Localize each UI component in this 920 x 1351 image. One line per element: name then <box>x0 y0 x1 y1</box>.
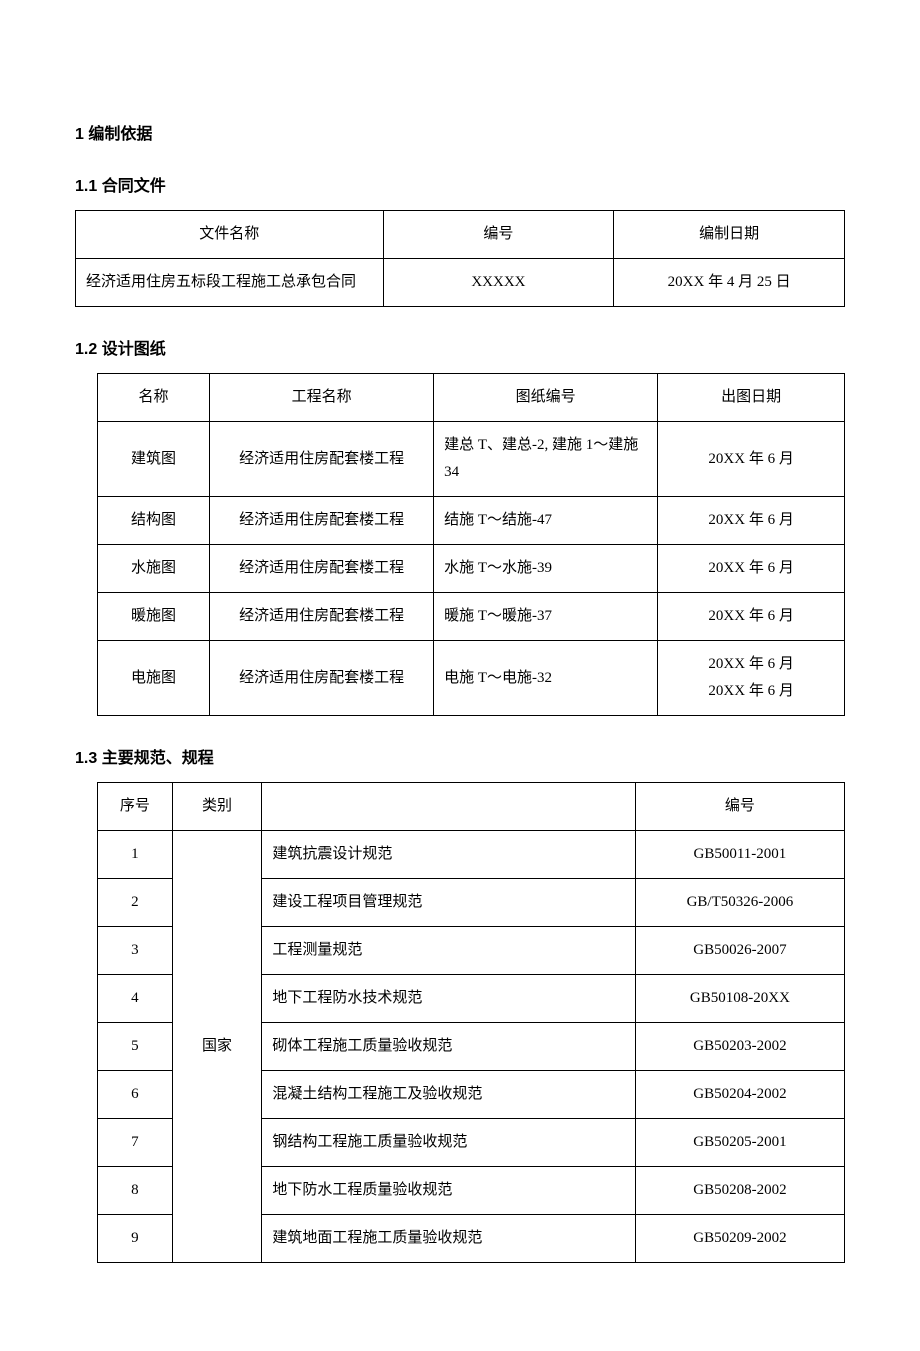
table-cell: GB50205-2001 <box>635 1119 844 1167</box>
table-row: 结构图 经济适用住房配套楼工程 结施 T～结施-47 20XX 年 6 月 <box>98 497 845 545</box>
table-cell: 7 <box>98 1119 173 1167</box>
table-row: 1 国家 建筑抗震设计规范 GB50011-2001 <box>98 831 845 879</box>
table-cell: 经济适用住房配套楼工程 <box>210 593 434 641</box>
table-cell: 工程测量规范 <box>262 927 636 975</box>
heading-section-1-3: 1.3 主要规范、规程 <box>75 744 845 768</box>
table-cell: 钢结构工程施工质量验收规范 <box>262 1119 636 1167</box>
drawings-table: 名称 工程名称 图纸编号 出图日期 建筑图 经济适用住房配套楼工程 建总 T、建… <box>97 373 845 716</box>
header-cell: 序号 <box>98 783 173 831</box>
table-cell: 经济适用住房配套楼工程 <box>210 641 434 716</box>
table-cell: 地下工程防水技术规范 <box>262 975 636 1023</box>
table-cell: 建筑地面工程施工质量验收规范 <box>262 1215 636 1263</box>
header-cell: 编号 <box>635 783 844 831</box>
table-cell: 6 <box>98 1071 173 1119</box>
table-cell: 8 <box>98 1167 173 1215</box>
table-cell: 经济适用住房配套楼工程 <box>210 422 434 497</box>
table-cell: GB50011-2001 <box>635 831 844 879</box>
header-cell: 工程名称 <box>210 374 434 422</box>
table-header-row: 文件名称 编号 编制日期 <box>76 211 845 259</box>
table-cell: 1 <box>98 831 173 879</box>
category-cell: 国家 <box>172 831 262 1263</box>
table-cell: 暖施图 <box>98 593 210 641</box>
table-cell: 20XX 年 6 月 <box>658 593 845 641</box>
standards-table: 序号 类别 编号 1 国家 建筑抗震设计规范 GB50011-2001 2 建设… <box>97 782 845 1263</box>
table-cell: 暖施 T～暖施-37 <box>434 593 658 641</box>
table-cell: 建筑图 <box>98 422 210 497</box>
table-cell: 水施 T～水施-39 <box>434 545 658 593</box>
table-cell: GB50204-2002 <box>635 1071 844 1119</box>
table-cell: 5 <box>98 1023 173 1071</box>
table-cell: 经济适用住房配套楼工程 <box>210 497 434 545</box>
table-cell: 结构图 <box>98 497 210 545</box>
table-row: 水施图 经济适用住房配套楼工程 水施 T～水施-39 20XX 年 6 月 <box>98 545 845 593</box>
heading-1: 1 编制依据 <box>75 120 845 144</box>
table-cell: 建总 T、建总-2, 建施 1～建施 34 <box>434 422 658 497</box>
table-cell: GB50208-2002 <box>635 1167 844 1215</box>
table-cell: 3 <box>98 927 173 975</box>
header-cell: 编制日期 <box>614 211 845 259</box>
table-cell: 电施 T～电施-32 <box>434 641 658 716</box>
table-cell: 9 <box>98 1215 173 1263</box>
table-cell: 4 <box>98 975 173 1023</box>
header-cell: 编号 <box>383 211 614 259</box>
table-cell: 2 <box>98 879 173 927</box>
table-cell: XXXXX <box>383 259 614 307</box>
table-row: 经济适用住房五标段工程施工总承包合同 XXXXX 20XX 年 4 月 25 日 <box>76 259 845 307</box>
table-cell: 20XX 年 6 月 20XX 年 6 月 <box>658 641 845 716</box>
table-cell: 20XX 年 4 月 25 日 <box>614 259 845 307</box>
table-row: 建筑图 经济适用住房配套楼工程 建总 T、建总-2, 建施 1～建施 34 20… <box>98 422 845 497</box>
table-header-row: 序号 类别 编号 <box>98 783 845 831</box>
table-cell: 水施图 <box>98 545 210 593</box>
table-cell: 经济适用住房配套楼工程 <box>210 545 434 593</box>
heading-section-1-2: 1.2 设计图纸 <box>75 335 845 359</box>
table-cell: 20XX 年 6 月 <box>658 545 845 593</box>
table-cell: 建设工程项目管理规范 <box>262 879 636 927</box>
table-cell: GB50026-2007 <box>635 927 844 975</box>
table-cell: 地下防水工程质量验收规范 <box>262 1167 636 1215</box>
table-cell: GB/T50326-2006 <box>635 879 844 927</box>
table-cell: GB50209-2002 <box>635 1215 844 1263</box>
table-header-row: 名称 工程名称 图纸编号 出图日期 <box>98 374 845 422</box>
header-cell: 文件名称 <box>76 211 384 259</box>
table-cell: 经济适用住房五标段工程施工总承包合同 <box>76 259 384 307</box>
table-cell: 混凝土结构工程施工及验收规范 <box>262 1071 636 1119</box>
table-cell: 电施图 <box>98 641 210 716</box>
table-row: 电施图 经济适用住房配套楼工程 电施 T～电施-32 20XX 年 6 月 20… <box>98 641 845 716</box>
header-cell: 图纸编号 <box>434 374 658 422</box>
header-cell <box>262 783 636 831</box>
table-cell: 20XX 年 6 月 <box>658 422 845 497</box>
contract-table: 文件名称 编号 编制日期 经济适用住房五标段工程施工总承包合同 XXXXX 20… <box>75 210 845 307</box>
table-cell: 建筑抗震设计规范 <box>262 831 636 879</box>
table-cell: GB50203-2002 <box>635 1023 844 1071</box>
header-cell: 名称 <box>98 374 210 422</box>
table-cell: 20XX 年 6 月 <box>658 497 845 545</box>
table-row: 暖施图 经济适用住房配套楼工程 暖施 T～暖施-37 20XX 年 6 月 <box>98 593 845 641</box>
header-cell: 出图日期 <box>658 374 845 422</box>
table-cell: 砌体工程施工质量验收规范 <box>262 1023 636 1071</box>
table-cell: 结施 T～结施-47 <box>434 497 658 545</box>
table-cell: GB50108-20XX <box>635 975 844 1023</box>
heading-section-1-1: 1.1 合同文件 <box>75 172 845 196</box>
header-cell: 类别 <box>172 783 262 831</box>
